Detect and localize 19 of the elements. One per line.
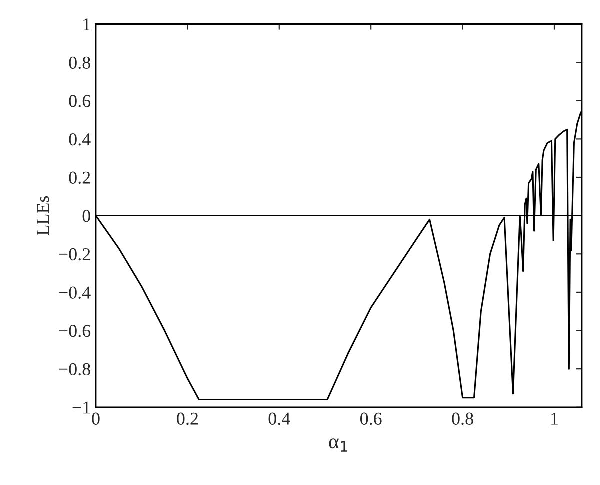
x-tick-label: 0 <box>92 412 100 425</box>
y-tick-label: 0.4 <box>69 133 91 146</box>
x-tick-label: 0.2 <box>177 412 198 426</box>
y-tick-label: −1 <box>72 402 90 414</box>
y-axis-title: LLEs <box>37 196 50 236</box>
x-tick-label: 0.6 <box>360 412 382 426</box>
x-axis-title: α$_{1}$ <box>329 438 348 452</box>
y-tick-label: 0.2 <box>69 172 90 184</box>
x-tick-label: 1 <box>552 412 558 425</box>
y-tick-label: −0.6 <box>59 325 91 338</box>
y-tick-label: 0.6 <box>69 95 91 108</box>
y-tick-label: 0.8 <box>69 56 90 70</box>
y-tick-label: 0 <box>82 210 90 222</box>
x-tick-label: 0.8 <box>452 412 474 426</box>
y-tick-label: −0.8 <box>59 363 90 376</box>
y-tick-label: −0.2 <box>59 248 90 261</box>
y-tick-label: −0.4 <box>59 286 91 299</box>
x-tick-label: 0.4 <box>268 412 290 426</box>
y-tick-label: 1 <box>84 18 90 31</box>
